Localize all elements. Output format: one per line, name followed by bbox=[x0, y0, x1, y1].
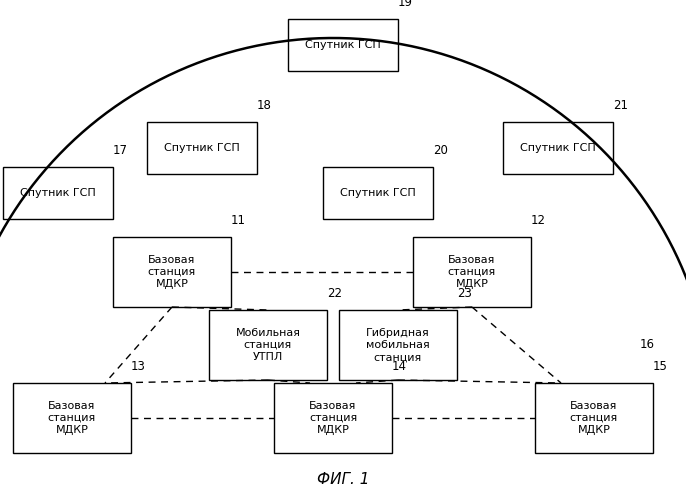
Text: Спутник ГСП: Спутник ГСП bbox=[164, 143, 240, 153]
Text: Мобильная
станция
УТПЛ: Мобильная станция УТПЛ bbox=[235, 328, 300, 362]
Text: Спутник ГСП: Спутник ГСП bbox=[20, 188, 96, 198]
Text: 20: 20 bbox=[433, 144, 448, 157]
Text: 12: 12 bbox=[531, 214, 546, 227]
Text: 13: 13 bbox=[131, 360, 146, 373]
FancyBboxPatch shape bbox=[288, 19, 398, 71]
FancyBboxPatch shape bbox=[323, 167, 433, 219]
Text: 16: 16 bbox=[640, 338, 655, 351]
Text: 22: 22 bbox=[327, 287, 342, 300]
Text: 14: 14 bbox=[392, 360, 407, 373]
FancyBboxPatch shape bbox=[503, 122, 613, 174]
Text: Базовая
станция
МДКР: Базовая станция МДКР bbox=[448, 254, 496, 290]
Text: 17: 17 bbox=[113, 144, 128, 157]
Text: Базовая
станция
МДКР: Базовая станция МДКР bbox=[148, 254, 196, 290]
FancyBboxPatch shape bbox=[3, 167, 113, 219]
Text: 15: 15 bbox=[653, 360, 668, 373]
Text: 19: 19 bbox=[398, 0, 413, 9]
Text: Спутник ГСП: Спутник ГСП bbox=[340, 188, 416, 198]
FancyBboxPatch shape bbox=[147, 122, 257, 174]
Text: Базовая
станция
МДКР: Базовая станция МДКР bbox=[48, 400, 96, 436]
Text: ФИГ. 1: ФИГ. 1 bbox=[317, 472, 369, 488]
Text: Спутник ГСП: Спутник ГСП bbox=[520, 143, 596, 153]
FancyBboxPatch shape bbox=[339, 310, 457, 380]
Text: Гибридная
мобильная
станция: Гибридная мобильная станция bbox=[366, 328, 430, 362]
FancyBboxPatch shape bbox=[13, 383, 131, 453]
FancyBboxPatch shape bbox=[274, 383, 392, 453]
Text: 23: 23 bbox=[457, 287, 472, 300]
FancyBboxPatch shape bbox=[413, 237, 531, 307]
Text: 18: 18 bbox=[257, 99, 272, 112]
FancyBboxPatch shape bbox=[113, 237, 231, 307]
Text: Базовая
станция
МДКР: Базовая станция МДКР bbox=[309, 400, 357, 436]
FancyBboxPatch shape bbox=[209, 310, 327, 380]
Text: Спутник ГСП: Спутник ГСП bbox=[305, 40, 381, 50]
Text: 11: 11 bbox=[231, 214, 246, 227]
Text: 21: 21 bbox=[613, 99, 628, 112]
Text: Базовая
станция
МДКР: Базовая станция МДКР bbox=[570, 400, 618, 436]
FancyBboxPatch shape bbox=[535, 383, 653, 453]
